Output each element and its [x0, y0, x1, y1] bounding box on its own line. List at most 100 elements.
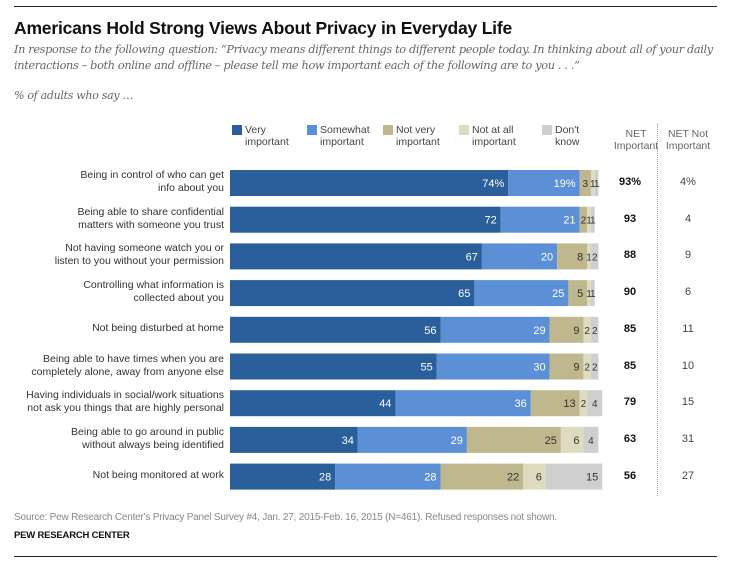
bar-row: 44 36 13 2 4 [230, 390, 603, 417]
net-header-line: Important [613, 140, 659, 152]
bar-segment-not-at-all-important [587, 206, 591, 233]
legend-label: Don't [555, 124, 580, 136]
bar-segment-dont-know [590, 316, 599, 343]
bar-segment-very-important [230, 353, 437, 380]
bar-segment-very-important [230, 463, 336, 490]
bar-segment-somewhat-important [436, 353, 550, 380]
net-header-important: NET Important [610, 128, 662, 152]
bar-segment-dont-know [590, 243, 599, 270]
bar-value-label: 13 [563, 398, 575, 410]
bar-value-label: 74% [482, 178, 504, 190]
legend-item-dont-know: Don't know [542, 124, 580, 148]
bar-value-label: 22 [507, 472, 519, 484]
bar-value-label: 4 [592, 399, 598, 410]
bar-row: 72 21 2 11 [230, 206, 596, 233]
category-label: Not having someone watch you or listen to… [55, 242, 224, 268]
bar-segment-not-at-all-important [590, 170, 595, 196]
bar-segment-very-important [230, 243, 482, 270]
bar-row: 67 20 8 1 2 [230, 243, 599, 270]
bar-value-label: 44 [379, 398, 391, 410]
bar-value-label: 20 [541, 251, 553, 263]
bar-value-label: 1 [590, 179, 596, 190]
category-label-line: completely alone, away from anyone else [31, 365, 224, 378]
category-label: Having individuals in social/work situat… [26, 389, 224, 415]
bar-value-label: 65 [458, 288, 470, 300]
bar-segment-dont-know [594, 170, 599, 196]
bar-segment-not-at-all-important [560, 426, 584, 453]
net-not-important-value: 11 [682, 322, 694, 335]
bar-value-label: 5 [577, 288, 583, 300]
category-label-line: not ask you things that are highly perso… [27, 402, 224, 415]
bar-segment-not-at-all-important [587, 280, 591, 307]
category-label-line: listen to you without your permission [54, 255, 224, 268]
bar-segment-dont-know [583, 426, 599, 453]
category-label-line: matters with someone you trust [78, 218, 224, 231]
category-label-line: Being able to have times when you are [43, 352, 224, 365]
bar-value-label: 19% [554, 178, 576, 190]
bar-value-label: 28 [319, 472, 331, 484]
bar-value-label: 67 [466, 251, 478, 263]
bar-segment-not-very-important [549, 316, 584, 343]
legend-item-somewhat-important: Somewhat important [307, 124, 370, 148]
bar-segment-not-very-important [530, 390, 580, 417]
bar-value-label: 56 [424, 325, 436, 337]
bar-segment-somewhat-important [395, 390, 531, 417]
bar-value-label: 2 [581, 399, 587, 410]
bar-segment-somewhat-important [508, 170, 580, 196]
net-not-important-value: 15 [681, 396, 695, 409]
category-label: Being able to go around in public without… [71, 426, 224, 452]
net-header-line: NET Not [667, 128, 709, 140]
bar-value-label: 25 [552, 288, 564, 300]
category-label: Being able to have times when you are com… [31, 353, 224, 379]
bar-segment-somewhat-important [500, 206, 580, 233]
bar-value-label: 28 [424, 472, 436, 484]
category-label: Not being disturbed at home [92, 322, 224, 335]
net-important-value: 63 [623, 432, 637, 445]
bar-value-label: 6 [573, 435, 579, 447]
bar-value-label: 29 [451, 435, 463, 447]
category-label-line: Not being monitored at work [92, 469, 224, 482]
bar-value-label: 4 [588, 436, 594, 447]
bar-segment-not-very-important [557, 243, 588, 270]
bar-segment-somewhat-important [481, 243, 558, 270]
bar-value-label: 15 [586, 472, 598, 484]
bar-value-label: 1 [586, 252, 592, 263]
legend-swatch [459, 125, 469, 135]
legend-swatch [232, 125, 242, 135]
bar-segment-not-very-important [440, 463, 524, 490]
bar-segment-somewhat-important [357, 426, 467, 453]
bar-segment-very-important [230, 316, 441, 343]
category-label-line: Being able to share confidential [77, 205, 224, 218]
legend-label: Not very [396, 124, 436, 136]
legend-label: Very [245, 124, 267, 136]
bar-segment-very-important [230, 206, 501, 233]
legend-label: important [472, 136, 516, 148]
bar-segment-somewhat-important [474, 280, 569, 307]
bar-row: 28 28 22 6 15 [230, 463, 603, 490]
bar-segment-not-at-all-important [523, 463, 546, 490]
category-label-line: collected about you [133, 292, 224, 305]
net-not-important-value: 4 [684, 212, 692, 225]
net-header-line: Important [665, 140, 711, 152]
category-label-line: Being able to go around in public [71, 425, 224, 438]
top-rule [14, 6, 717, 7]
bar-value-label: 9 [573, 325, 579, 337]
legend-item-very-important: Very important [232, 124, 289, 148]
legend-swatch [542, 125, 552, 135]
legend-label: important [245, 136, 289, 148]
net-not-important-value: 6 [684, 286, 692, 299]
net-important-value: 90 [623, 286, 637, 299]
unit-label: % of adults who say … [14, 89, 134, 102]
legend-label: know [555, 136, 580, 148]
legend-swatch [383, 125, 393, 135]
bar-value-label: 1 [594, 179, 600, 190]
category-label: Not being monitored at work [93, 469, 224, 482]
bar-value-label: 72 [484, 215, 496, 227]
bar-row: 34 29 25 6 4 [230, 426, 599, 453]
bar-segment-not-very-important [579, 206, 588, 233]
bar-value-label: 2 [592, 252, 598, 263]
bar-segment-not-at-all-important [587, 243, 591, 270]
net-important-value: 85 [623, 322, 637, 335]
bar-value-label: 30 [533, 362, 545, 374]
organization-credit: PEW RESEARCH CENTER [14, 530, 130, 541]
